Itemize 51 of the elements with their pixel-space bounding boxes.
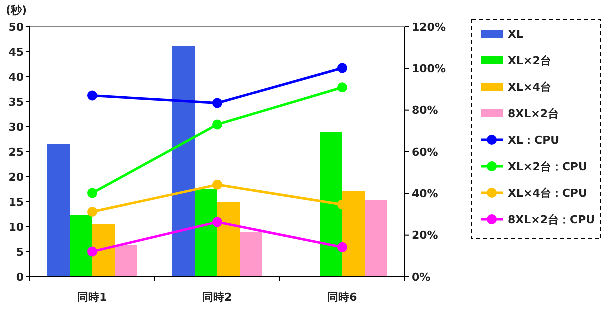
- y-tick-label: 5: [16, 246, 24, 259]
- legend-label: 8XL×2台: [508, 108, 560, 120]
- y-tick-label: 25: [8, 146, 24, 159]
- point: [338, 63, 348, 74]
- bar: [70, 215, 92, 277]
- y2-tick-label: 60%: [412, 146, 438, 159]
- legend-label: XL×2台：CPU: [508, 160, 588, 174]
- bar: [115, 245, 138, 277]
- point: [88, 207, 98, 217]
- bar: [365, 200, 388, 277]
- point: [212, 180, 222, 190]
- point: [88, 188, 98, 198]
- point: [212, 217, 222, 228]
- bar: [218, 202, 240, 277]
- y2-tick-label: 120%: [412, 20, 446, 34]
- y-tick-label: 15: [8, 196, 24, 209]
- bar: [240, 232, 262, 277]
- y-tick-label: 20: [8, 170, 24, 184]
- point: [88, 246, 98, 257]
- x-tick-label: 同時2: [202, 291, 232, 304]
- point: [212, 98, 222, 108]
- bar: [92, 224, 115, 277]
- y-tick-label: 40: [8, 70, 24, 84]
- y2-tick-label: 20%: [412, 229, 438, 242]
- x-tick-label: 同時1: [78, 291, 108, 304]
- y-tick-label: 45: [8, 46, 24, 59]
- y-tick-label: 30: [8, 120, 24, 134]
- x-tick-label: 同時6: [328, 291, 358, 304]
- bar: [172, 46, 195, 277]
- y-axis-title: (秒): [6, 4, 28, 17]
- legend-label: XL: [508, 28, 524, 41]
- y-tick-label: 50: [8, 20, 24, 34]
- bar: [48, 144, 70, 277]
- bar: [195, 189, 218, 277]
- point: [88, 90, 98, 101]
- y2-tick-label: 0%: [412, 270, 431, 284]
- legend-label: XL×4台：CPU: [508, 187, 588, 200]
- bar: [320, 132, 342, 277]
- point: [338, 242, 348, 252]
- point: [338, 82, 348, 93]
- y2-tick-label: 80%: [412, 104, 438, 118]
- legend-label: XL×2台: [508, 54, 552, 68]
- y-tick-label: 35: [8, 96, 24, 109]
- legend-label: XL：CPU: [508, 134, 560, 147]
- point: [212, 120, 222, 130]
- y-tick-label: 10: [8, 220, 24, 234]
- y-tick-label: 0: [16, 270, 24, 284]
- legend-label: XL×4台: [508, 81, 552, 94]
- y2-tick-label: 100%: [412, 62, 446, 76]
- legend-label: 8XL×2台：CPU: [508, 214, 596, 226]
- y2-tick-label: 40%: [412, 188, 438, 201]
